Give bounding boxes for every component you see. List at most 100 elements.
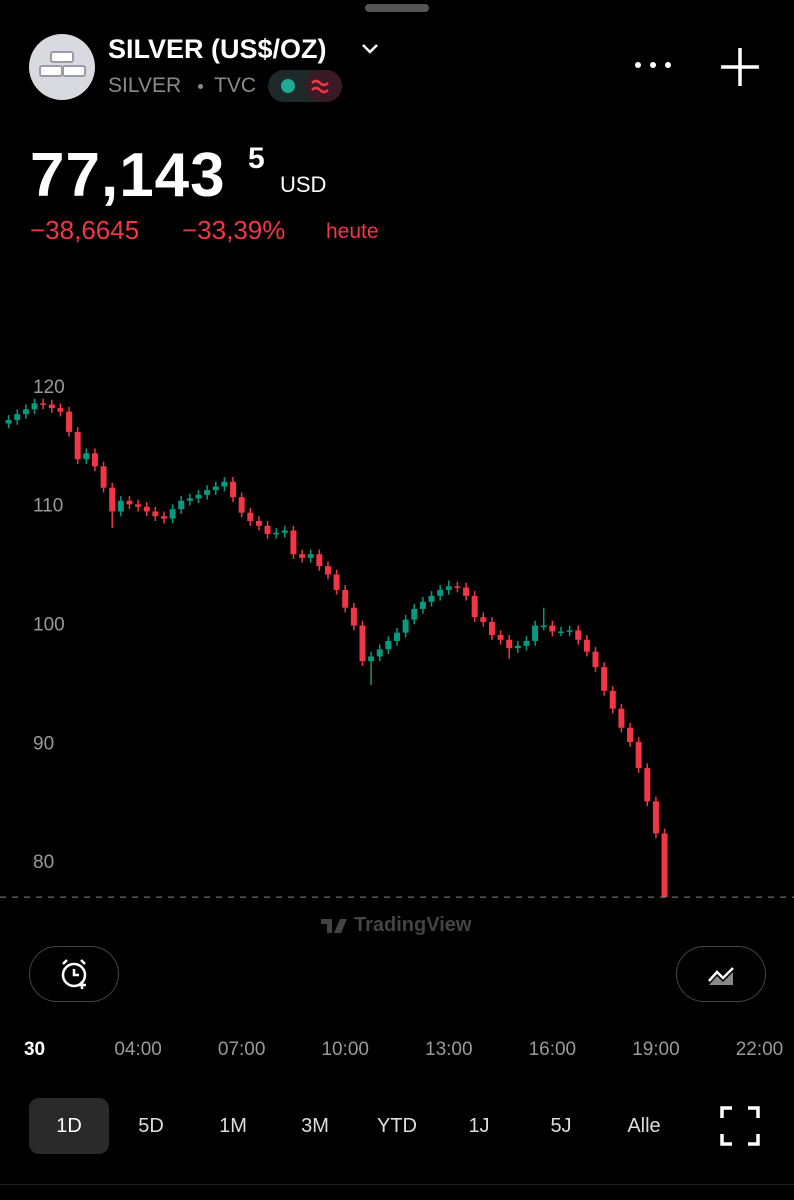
candle-body [221, 481, 228, 487]
status-badges [268, 70, 342, 102]
candle-body [627, 727, 634, 742]
price-change: −38,6645 [30, 215, 140, 245]
candle-body [299, 554, 306, 558]
timeframe-button[interactable]: 3M [301, 1115, 329, 1137]
more-button[interactable] [632, 55, 674, 75]
candle-body [109, 487, 116, 512]
candle-body [230, 481, 237, 498]
fullscreen-button[interactable] [719, 1105, 761, 1147]
candle-body [160, 516, 167, 519]
candle-body [324, 566, 331, 575]
candle-body [523, 640, 530, 646]
candle-body [488, 621, 495, 636]
candle-body [661, 833, 668, 898]
candle-body [635, 741, 642, 769]
candle-body [419, 601, 426, 609]
chart-style-button[interactable] [676, 946, 766, 1002]
candle-body [532, 625, 539, 641]
symbol-title[interactable]: SILVER (US$/OZ) [108, 34, 327, 64]
x-tick-label: 19:00 [632, 1039, 680, 1060]
timeframe-button[interactable]: Alle [627, 1115, 661, 1137]
y-tick-label: 90 [33, 733, 54, 754]
alert-button[interactable] [29, 946, 119, 1002]
candle-body [195, 494, 202, 499]
price-period: heute [326, 220, 379, 243]
candle-body [212, 486, 219, 491]
y-tick-label: 80 [33, 852, 54, 873]
symbol-name: SILVER [108, 74, 182, 97]
candle-body [506, 639, 513, 649]
candle-body [57, 408, 64, 412]
candle-body [618, 708, 625, 728]
candle-body [169, 509, 176, 519]
candle-body [437, 589, 444, 596]
candle-body [5, 420, 12, 424]
price-currency: USD [280, 172, 327, 197]
candle-body [445, 586, 452, 590]
candle-body [540, 625, 547, 628]
candle-body [247, 512, 254, 521]
candle-body [411, 608, 418, 620]
y-tick-label: 110 [33, 496, 63, 517]
candle-body [497, 635, 504, 640]
candle-body [316, 554, 323, 567]
price-main: 77,143 [30, 141, 226, 210]
price-superscript: 5 [248, 142, 265, 175]
candle-body [204, 490, 211, 495]
candle-body [592, 651, 599, 668]
candle-body [601, 667, 608, 691]
timeframe-button[interactable]: 5J [550, 1115, 572, 1137]
candle-body [66, 411, 73, 432]
candle-body [557, 631, 564, 633]
timeframe-button[interactable]: 1J [468, 1115, 490, 1137]
timeframe-button[interactable]: 1D [29, 1098, 109, 1154]
candle-body [307, 554, 314, 558]
alert-icon [61, 959, 87, 989]
candle-body [402, 619, 409, 633]
candle-body [575, 630, 582, 640]
candle-body [471, 595, 478, 618]
x-tick-label: 16:00 [529, 1039, 577, 1060]
candle-body [583, 639, 590, 652]
candle-body [186, 498, 193, 501]
y-tick-label: 120 [33, 377, 65, 398]
candle-body [31, 403, 38, 410]
candle-body [480, 617, 487, 622]
candle-body [255, 520, 262, 526]
x-tick-label: 22:00 [736, 1039, 784, 1060]
candle-body [273, 532, 280, 535]
symbol-icon [29, 34, 95, 100]
candle-body [350, 607, 357, 626]
x-tick-label: 07:00 [218, 1039, 266, 1060]
candle-body [290, 530, 297, 555]
y-tick-label: 100 [33, 615, 65, 636]
candle-body [333, 574, 340, 590]
timeframe-button[interactable]: YTD [377, 1115, 417, 1137]
candle-body [40, 403, 47, 405]
candle-body [152, 511, 159, 517]
candle-body [514, 645, 521, 649]
watermark: TradingView [354, 914, 472, 936]
candle-body [385, 640, 392, 650]
candle-body [126, 500, 133, 505]
x-tick-label: 04:00 [114, 1039, 162, 1060]
candle-body [394, 632, 400, 641]
add-button[interactable] [718, 45, 762, 89]
timeframe-button[interactable]: 1M [219, 1115, 247, 1137]
candle-body [368, 656, 375, 662]
candle-body [100, 466, 107, 488]
candle-body [359, 625, 366, 662]
timeframe-button[interactable]: 5D [138, 1115, 164, 1137]
candle-body [48, 404, 55, 409]
bottom-divider [0, 1184, 794, 1185]
chevron-icon[interactable] [360, 42, 380, 56]
candle-body [74, 431, 81, 460]
x-tick-label: 13:00 [425, 1039, 473, 1060]
drag-handle[interactable] [365, 4, 429, 12]
candle-body [143, 506, 150, 512]
candle-body [83, 453, 90, 460]
candle-body [14, 414, 21, 420]
exchange-name: TVC [214, 74, 256, 97]
x-tick-label: 10:00 [321, 1039, 369, 1060]
